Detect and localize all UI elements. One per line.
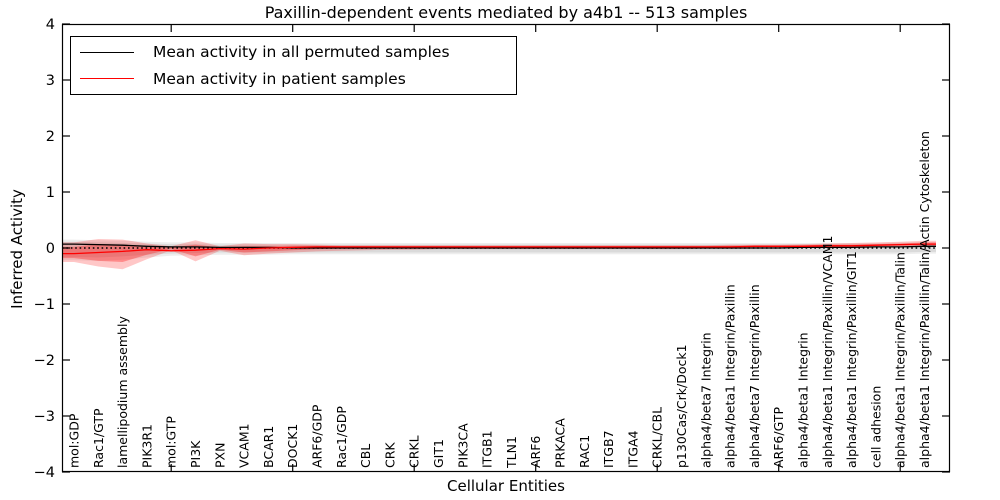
x-tick-label: alpha4/beta1 Integrin/Paxillin/GIT1 [844,251,859,468]
x-tick-label: PXN [212,443,227,468]
band-permuted-std-outer [62,239,936,261]
x-tick-label: ITGA4 [625,430,640,468]
x-tick-label: PRKACA [553,418,568,468]
x-tick-label: PI3K [188,440,203,468]
x-tick-label: ARF6/GDP [310,404,325,468]
x-tick-label: CBL [358,444,373,468]
y-tick-label: 2 [46,129,55,145]
x-tick-label: CRKL [407,435,422,468]
x-tick-label: mol:GDP [67,413,82,468]
x-tick-label: alpha4/beta1 Integrin [796,332,811,468]
x-tick-label: alpha4/beta1 Integrin/Paxillin/Talin [893,252,908,468]
legend-entry-permuted: Mean activity in all permuted samples [80,39,516,65]
x-tick-label: alpha4/beta7 Integrin/Paxillin [747,284,762,468]
legend-entry-patient: Mean activity in patient samples [80,66,516,92]
y-tick-label: 4 [46,17,55,33]
chart-title: Paxillin-dependent events mediated by a4… [264,3,748,22]
y-tick-label: 0 [46,241,55,257]
x-tick-label: lamellipodium assembly [115,316,130,468]
x-tick-label: TLN1 [504,436,519,469]
x-tick-label: ARF6/GTP [771,407,786,468]
x-tick-label: alpha4/beta1 Integrin/Paxillin [723,284,738,468]
y-tick-label: 1 [46,185,55,201]
x-axis-label: Cellular Entities [447,477,565,495]
x-tick-label: Rac1/GDP [334,406,349,468]
y-tick-label: −1 [34,297,55,313]
x-tick-label: cell adhesion [868,386,883,468]
x-tick-label: alpha4/beta7 Integrin [698,332,713,468]
x-tick-label: CRKL/CBL [650,407,665,468]
x-tick-label: ITGB1 [480,430,495,468]
legend-line-sample-black [80,51,134,53]
band-permuted-std-inner [62,241,936,258]
x-tick-label: GIT1 [431,439,446,468]
x-tick-label: ARF6 [528,436,543,468]
x-tick-label: alpha4/beta1 Integrin/Paxillin/Talin/Act… [917,131,932,468]
x-tick-label: CRK [382,442,397,468]
x-tick-label: mol:GTP [164,416,179,468]
legend: Mean activity in all permuted samples Me… [70,36,517,95]
x-tick-label: BCAR1 [261,426,276,468]
series-line-permuted [62,243,936,249]
x-tick-label: ITGB7 [601,430,616,468]
y-axis-label: Inferred Activity [8,189,26,309]
series-line-patient [62,243,936,255]
legend-label: Mean activity in all permuted samples [153,43,450,62]
legend-line-sample-red [80,78,134,80]
y-tick-label: −3 [34,409,55,425]
x-tick-label: PIK3CA [455,423,470,468]
x-tick-label: p130Cas/Crk/Dock1 [674,344,689,468]
y-tick-label: −2 [34,353,55,369]
x-tick-label: RAC1 [577,435,592,468]
x-tick-label: DOCK1 [285,424,300,468]
y-tick-label: −4 [34,465,55,481]
y-tick-label: 3 [46,73,55,89]
x-tick-label: alpha4/beta1 Integrin/Paxillin/VCAM1 [820,236,835,468]
legend-label: Mean activity in patient samples [153,69,406,88]
x-tick-label: Rac1/GTP [91,408,106,468]
x-tick-label: PIK3R1 [139,424,154,468]
x-tick-label: VCAM1 [237,423,252,468]
